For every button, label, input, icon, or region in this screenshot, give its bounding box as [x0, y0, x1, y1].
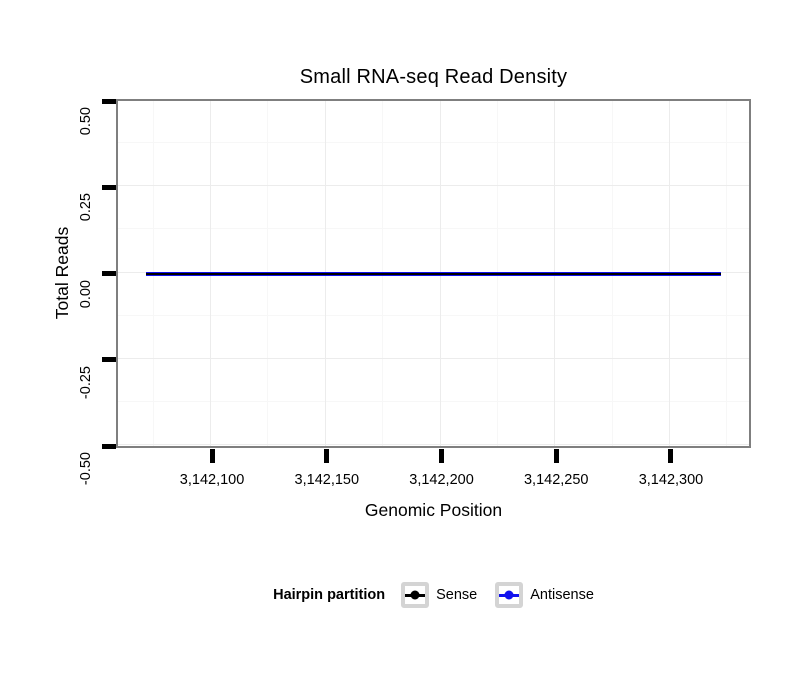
x-tick-mark — [439, 449, 445, 463]
y-tick-mark — [102, 184, 116, 190]
x-tick-mark — [553, 449, 559, 463]
x-gridline-minor — [726, 101, 728, 446]
legend: Hairpin partition Sense Antisense — [116, 580, 751, 610]
x-tick-label: 3,142,300 — [638, 472, 704, 488]
x-tick-mark — [209, 449, 215, 463]
x-axis-title: Genomic Position — [364, 500, 503, 520]
y-tick-label-text: -0.50 — [78, 452, 94, 486]
y-gridline-major — [118, 99, 749, 100]
y-tick-label-text: 0.50 — [78, 107, 94, 136]
x-tick-label: 3,142,200 — [409, 472, 474, 488]
legend-key-sense — [401, 582, 430, 608]
y-tick-label-text: 0.25 — [78, 193, 94, 222]
legend-title: Hairpin partition — [273, 587, 386, 603]
y-gridline-minor — [118, 142, 749, 144]
y-tick-label-text: -0.25 — [78, 365, 94, 399]
legend-point-icon — [504, 590, 514, 600]
x-tick-mark — [324, 449, 330, 463]
x-tick-label: 3,142,250 — [523, 472, 589, 488]
y-gridline-major — [118, 444, 749, 445]
legend-label-antisense: Antisense — [530, 587, 594, 603]
legend-point-icon — [410, 590, 420, 600]
legend-label-sense: Sense — [436, 587, 478, 603]
series-line-sense — [145, 272, 722, 275]
y-gridline-major — [118, 357, 749, 359]
chart-title: Small RNA-seq Read Density — [299, 66, 568, 88]
legend-key-antisense — [495, 582, 524, 608]
y-gridline-minor — [118, 400, 749, 402]
y-tick-mark — [102, 357, 116, 363]
y-tick-mark — [102, 443, 116, 449]
x-tick-label: 3,142,100 — [179, 472, 245, 488]
y-gridline-minor — [118, 314, 749, 316]
y-tick-mark — [102, 271, 116, 276]
x-tick-label: 3,142,150 — [294, 472, 360, 488]
y-gridline-major — [118, 185, 749, 187]
x-tick-mark — [668, 449, 674, 463]
y-tick-label-text: 0.00 — [78, 279, 94, 308]
y-gridline-minor — [118, 228, 749, 230]
plot-panel — [116, 99, 751, 448]
y-axis-title-text: Total Reads — [52, 226, 72, 320]
y-tick-mark — [102, 98, 116, 104]
